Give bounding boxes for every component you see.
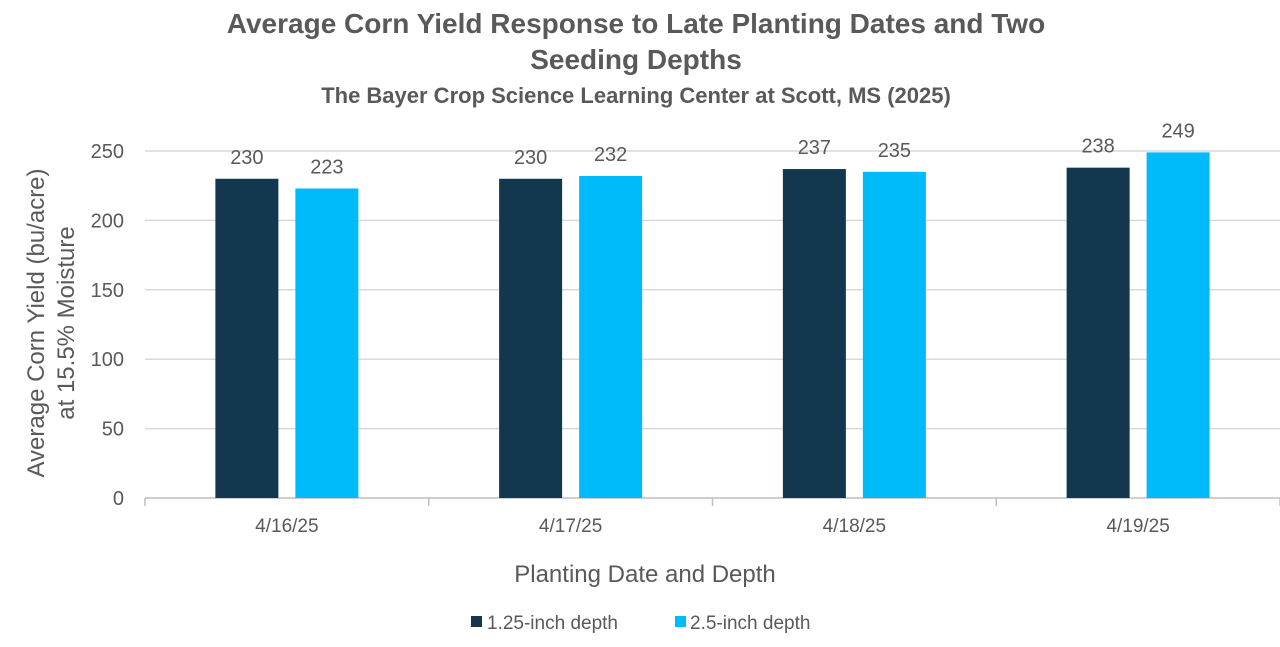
legend-swatch-1.25-inch [471, 616, 482, 627]
y-tick-labels: 0 50 100 150 200 250 [91, 141, 124, 510]
chart-title-line-1: Average Corn Yield Response to Late Plan… [227, 8, 1045, 39]
bar-4/19/25-1.25-inch depth [1066, 167, 1130, 498]
legend-label-1.25-inch: 1.25-inch depth [487, 613, 618, 634]
y-tick-150: 150 [91, 280, 124, 302]
data-label-4/19/25-1.25-inch depth: 238 [1081, 136, 1114, 158]
data-label-4/17/25-2.5-inch depth: 232 [594, 144, 627, 166]
bar-4/19/25-2.5-inch depth [1146, 152, 1210, 498]
y-axis-label: Average Corn Yield (bu/acre) at 15.5% Mo… [23, 168, 80, 477]
bar-4/16/25-2.5-inch depth [295, 188, 359, 498]
data-label-4/18/25-1.25-inch depth: 237 [798, 137, 831, 159]
legend-label-2.5-inch: 2.5-inch depth [690, 613, 810, 634]
y-tick-250: 250 [91, 141, 124, 163]
x-tick-4/17/25: 4/17/25 [539, 516, 602, 537]
y-tick-50: 50 [102, 419, 124, 441]
bar-4/17/25-1.25-inch depth [499, 178, 563, 498]
data-label-4/17/25-1.25-inch depth: 230 [514, 147, 547, 169]
x-axis-label: Planting Date and Depth [514, 561, 776, 588]
legend-swatch-2.5-inch [675, 616, 686, 627]
legend: 1.25-inch depth 2.5-inch depth [471, 613, 810, 634]
x-tick-4/18/25: 4/18/25 [823, 516, 886, 537]
data-label-4/18/25-2.5-inch depth: 235 [878, 140, 911, 162]
chart-subtitle: The Bayer Crop Science Learning Center a… [321, 83, 951, 108]
bar-4/18/25-2.5-inch depth [862, 171, 926, 498]
bar-4/16/25-1.25-inch depth [215, 178, 279, 498]
x-tick-labels: 4/16/25 4/17/25 4/18/25 4/19/25 [255, 516, 1170, 537]
y-tick-100: 100 [91, 349, 124, 371]
chart-title-line-2: Seeding Depths [530, 44, 742, 75]
y-tick-200: 200 [91, 210, 124, 232]
data-label-4/19/25-2.5-inch depth: 249 [1161, 120, 1194, 142]
data-label-4/16/25-2.5-inch depth: 223 [310, 156, 343, 178]
bar-4/18/25-1.25-inch depth [782, 169, 846, 498]
y-axis-label-line-2: at 15.5% Moisture [53, 226, 80, 419]
x-tick-4/19/25: 4/19/25 [1106, 516, 1169, 537]
y-tick-0: 0 [113, 488, 124, 510]
bars: 230 223 230 232 237 235 238 249 [215, 120, 1210, 498]
y-axis-label-line-1: Average Corn Yield (bu/acre) [23, 168, 50, 477]
x-tick-4/16/25: 4/16/25 [255, 516, 318, 537]
data-label-4/16/25-1.25-inch depth: 230 [230, 147, 263, 169]
bar-4/17/25-2.5-inch depth [579, 175, 643, 498]
